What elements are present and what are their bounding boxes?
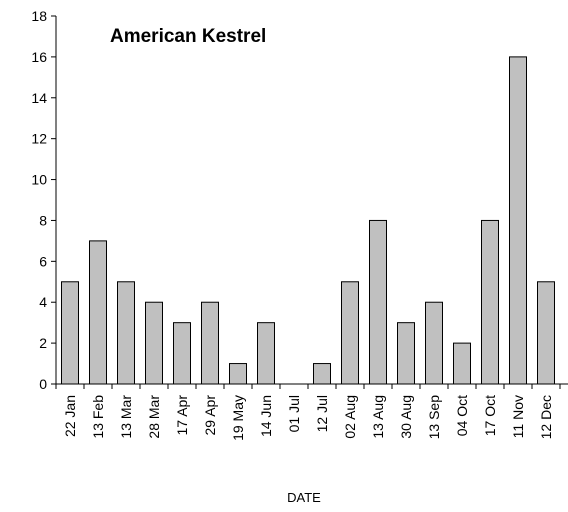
x-tick-label: 19 May bbox=[230, 395, 246, 441]
bar-02-aug bbox=[341, 281, 359, 385]
x-tick-label: 13 Sep bbox=[426, 395, 442, 440]
x-tick-label: 13 Aug bbox=[370, 395, 386, 439]
bar-30-aug bbox=[397, 322, 415, 385]
y-tick-label: 16 bbox=[31, 49, 47, 65]
x-tick-label: 13 Mar bbox=[118, 395, 134, 439]
bar-29-apr bbox=[201, 301, 219, 385]
x-tick-label: 11 Nov bbox=[510, 395, 526, 438]
x-tick-label: 01 Jul bbox=[286, 395, 302, 432]
bar-28-mar bbox=[145, 301, 163, 385]
y-tick-label: 6 bbox=[39, 253, 47, 269]
x-tick-label: 13 Feb bbox=[90, 395, 106, 439]
bar-14-jun bbox=[257, 322, 275, 385]
y-tick-label: 12 bbox=[31, 131, 47, 147]
x-axis-ticks: 22 Jan 13 Feb 13 Mar 28 Mar 17 Apr 29 Apr 19 M… bbox=[55, 384, 561, 441]
bars-group bbox=[61, 56, 555, 385]
x-tick-label: 28 Mar bbox=[146, 395, 162, 439]
bar-17-apr bbox=[173, 322, 191, 385]
x-tick-label: 30 Aug bbox=[398, 395, 414, 439]
x-tick-label: 04 Oct bbox=[454, 395, 470, 436]
y-tick-label: 4 bbox=[39, 294, 47, 310]
x-tick-label: 14 Jun bbox=[258, 395, 274, 437]
bar-13-sep bbox=[425, 301, 443, 385]
y-tick-label: 2 bbox=[39, 335, 47, 351]
y-axis-ticks: 0 2 4 6 8 10 12 14 16 18 bbox=[31, 8, 56, 392]
x-tick-label: 22 Jan bbox=[62, 395, 78, 437]
y-tick-label: 14 bbox=[31, 90, 47, 106]
x-tick-label: 12 Jul bbox=[314, 395, 330, 432]
y-tick-label: 18 bbox=[31, 8, 47, 24]
y-tick-label: 8 bbox=[39, 212, 47, 228]
bar-17-oct bbox=[481, 219, 499, 385]
x-tick-label: 29 Apr bbox=[202, 395, 218, 436]
x-axis-label: DATE bbox=[287, 490, 321, 505]
y-tick-label: 0 bbox=[39, 376, 47, 392]
bar-22-jan bbox=[61, 281, 79, 385]
x-tick-label: 17 Oct bbox=[482, 395, 498, 436]
x-tick-label: 17 Apr bbox=[174, 395, 190, 436]
bar-12-dec bbox=[537, 281, 555, 385]
bar-19-may bbox=[229, 363, 247, 385]
y-tick-label: 10 bbox=[31, 172, 47, 188]
x-tick-label: 12 Dec bbox=[538, 395, 554, 439]
bar-11-nov bbox=[509, 56, 527, 385]
bar-13-aug bbox=[369, 219, 387, 385]
bar-04-oct bbox=[453, 342, 471, 385]
chart-title: American Kestrel bbox=[110, 26, 266, 47]
bar-13-feb bbox=[89, 240, 107, 385]
bar-12-jul bbox=[313, 363, 331, 385]
bar-13-mar bbox=[117, 281, 135, 385]
x-tick-label: 02 Aug bbox=[342, 395, 358, 439]
